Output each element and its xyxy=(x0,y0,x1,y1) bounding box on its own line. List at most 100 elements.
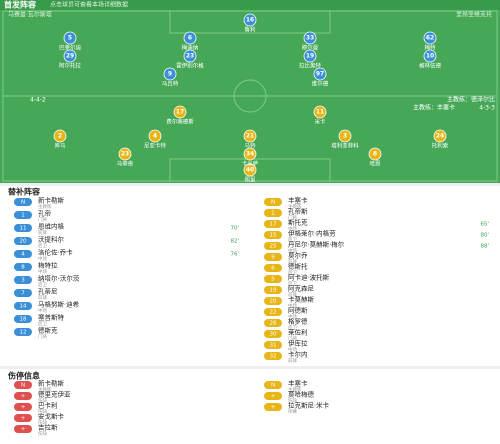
player-name: 梅迪纳 xyxy=(182,44,199,52)
number-badge xyxy=(264,264,282,272)
player-badge xyxy=(243,147,257,161)
number-badge xyxy=(264,341,282,349)
sub-name: 德斯克 xyxy=(38,326,58,335)
sub-info: 后卫 xyxy=(288,269,297,276)
sub-number: 1 xyxy=(271,211,275,217)
player-number: 5 xyxy=(68,35,72,42)
sub-name: 安戈斯卡 xyxy=(38,412,65,421)
sub-name: 莫尔乔 xyxy=(288,251,308,260)
player-badge xyxy=(63,31,77,45)
sub-number: 8 xyxy=(21,265,25,271)
player-badge xyxy=(423,49,437,63)
sub-name: 阿卡迪·波托斯 xyxy=(288,273,330,282)
sub-info: 门将 xyxy=(288,214,297,221)
sub-info: 中场 xyxy=(288,313,297,320)
sub-info: 伤缺 xyxy=(288,397,297,404)
number-badge xyxy=(14,414,32,422)
sub-info: 后卫 xyxy=(38,320,47,327)
pitch-lines xyxy=(2,10,498,182)
sub-number: + xyxy=(21,427,26,433)
sub-number: 25 xyxy=(270,244,277,250)
player-number: 6 xyxy=(188,35,192,42)
sub-info: 前锋 xyxy=(288,291,297,298)
player-name: 卡米萨 xyxy=(242,160,259,168)
player-name: 马特 xyxy=(244,142,256,150)
number-badge xyxy=(14,302,32,310)
number-badge xyxy=(264,231,282,239)
sub-name: 卡尔内 xyxy=(288,350,308,359)
sub-number: 20 xyxy=(270,299,277,305)
sub-name: 卡莫赫斯 xyxy=(288,295,315,304)
player-name: 霍伊别尔格 xyxy=(176,62,204,70)
sub-number: 18 xyxy=(20,317,27,323)
player-number: 33 xyxy=(306,35,314,42)
number-badge xyxy=(264,198,282,206)
number-badge xyxy=(14,263,32,271)
sub-name: 沃提科尔 xyxy=(38,235,65,244)
player-name: 米卡 xyxy=(314,118,326,126)
sub-time: 82' xyxy=(230,239,239,245)
sub-name: 恩维内格 xyxy=(38,222,65,231)
number-badge xyxy=(14,381,32,389)
player-name: 梅特 xyxy=(424,44,436,52)
player-name: 塔利亚菲科 xyxy=(331,142,359,150)
home-coach: 主教练：德泽尔比 xyxy=(447,96,495,104)
sub-name: 莫哈梅德 xyxy=(288,390,315,399)
title: 首发阵容 xyxy=(4,0,36,10)
number-badge xyxy=(264,220,282,228)
sub-time: 88' xyxy=(480,244,489,250)
player-name: 拉比奥特 xyxy=(299,62,322,70)
divider xyxy=(0,183,500,186)
sub-name: 阿德斯 xyxy=(288,306,308,315)
sub-number: + xyxy=(21,405,26,411)
sub-time: 76' xyxy=(230,252,239,258)
number-badge xyxy=(14,403,32,411)
sub-number: + xyxy=(21,416,26,422)
sub-info: 门将 xyxy=(288,335,297,342)
sub-number: 30 xyxy=(270,332,277,338)
away-formation: 4-3-3 xyxy=(479,105,495,112)
sub-info: 中场 xyxy=(288,225,297,232)
player-number: 11 xyxy=(316,109,324,116)
player-badge xyxy=(63,49,77,63)
sub-info: 主教练 xyxy=(288,386,302,393)
number-badge xyxy=(14,315,32,323)
player-badge xyxy=(243,163,257,177)
sub-info: 中场 xyxy=(38,268,47,275)
player-name: 马吕特 xyxy=(162,80,179,88)
sub-name: 新卡勒斯 xyxy=(38,196,65,205)
number-badge xyxy=(264,253,282,261)
player-badge xyxy=(173,105,187,119)
player-number: 19 xyxy=(306,53,314,60)
sub-number: 11 xyxy=(20,226,27,232)
number-badge xyxy=(14,328,32,336)
sub-time: 80' xyxy=(480,233,489,239)
sub-info: 后卫 xyxy=(38,242,47,249)
sub-info: 门将 xyxy=(38,333,47,340)
sub-info: 主教练 xyxy=(38,386,52,393)
sub-info: 主教练 xyxy=(38,203,52,210)
sub-name: 丹尼尔·莫赫斯·梅尔 xyxy=(288,240,345,249)
sub-name: 斯托克 xyxy=(288,218,308,227)
number-badge xyxy=(264,286,282,294)
player-number: 10 xyxy=(426,53,434,60)
player-number: 16 xyxy=(246,17,254,24)
player-name: 费尔南德斯 xyxy=(166,118,194,126)
sub-info: 中场 xyxy=(288,346,297,353)
number-badge xyxy=(264,297,282,305)
sub-name: 孔帝 xyxy=(38,209,51,218)
sub-number: 14 xyxy=(20,304,27,310)
sub-info: 后卫 xyxy=(288,280,297,287)
player-badge xyxy=(433,129,447,143)
sub-name: 孔帝斯 xyxy=(288,207,308,216)
subs-title: 替补阵容 xyxy=(8,187,40,197)
player-name: 托利索 xyxy=(432,142,449,150)
player-name: 巴莱尔迪 xyxy=(59,44,82,52)
sub-name: 梅特拉 xyxy=(38,261,58,270)
player-number: 62 xyxy=(426,35,434,42)
sub-number: 1 xyxy=(21,213,25,219)
player-badge xyxy=(313,105,327,119)
number-badge xyxy=(14,276,32,284)
player-badge xyxy=(243,13,257,27)
number-badge xyxy=(264,275,282,283)
